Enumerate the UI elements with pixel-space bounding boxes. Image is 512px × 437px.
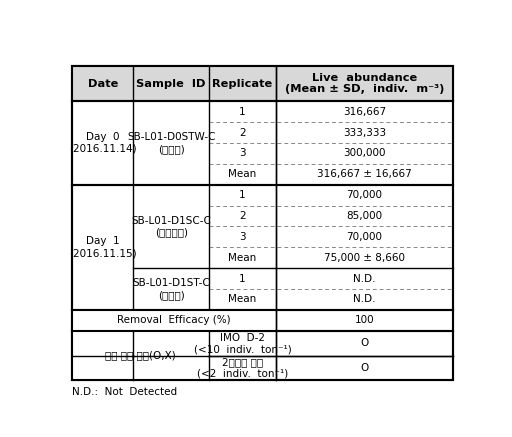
Text: Day  1
(2016.11.15): Day 1 (2016.11.15)	[69, 236, 137, 258]
Text: 2: 2	[239, 128, 246, 138]
Text: 100: 100	[355, 316, 374, 326]
Text: 316,667 ± 16,667: 316,667 ± 16,667	[317, 169, 412, 179]
Bar	[73, 311, 275, 330]
Text: 333,333: 333,333	[343, 128, 386, 138]
Text: N.D.: N.D.	[353, 295, 376, 305]
Text: SB-L01-D0STW-C
(시험수): SB-L01-D0STW-C (시험수)	[127, 132, 216, 154]
Text: Removal  Efficacy (%): Removal Efficacy (%)	[117, 316, 231, 326]
Text: Mean: Mean	[228, 253, 257, 263]
Text: SB-L01-D1SC-C
(비처리수): SB-L01-D1SC-C (비처리수)	[131, 215, 211, 237]
Text: 3: 3	[239, 149, 246, 158]
Text: 기준 만족 여부(O,X): 기준 만족 여부(O,X)	[105, 350, 176, 361]
Text: O: O	[360, 363, 369, 373]
Text: Mean: Mean	[228, 295, 257, 305]
Text: N.D.:  Not  Detected: N.D.: Not Detected	[72, 387, 177, 397]
Text: SB-L01-D1ST-C
(처리수): SB-L01-D1ST-C (처리수)	[132, 278, 210, 300]
Text: 2: 2	[239, 211, 246, 221]
Text: 2차년도 목표
(<2  indiv.  ton⁻¹): 2차년도 목표 (<2 indiv. ton⁻¹)	[197, 357, 288, 379]
Bar	[73, 332, 132, 379]
Bar	[72, 66, 453, 101]
Text: 85,000: 85,000	[347, 211, 382, 221]
Text: Sample  ID: Sample ID	[136, 79, 206, 89]
Text: IMO  D-2
(<10  indiv.  ton⁻¹): IMO D-2 (<10 indiv. ton⁻¹)	[194, 333, 291, 354]
Text: Mean: Mean	[228, 169, 257, 179]
Text: Day  0
(2016.11.14): Day 0 (2016.11.14)	[69, 132, 137, 154]
Text: Date: Date	[88, 79, 118, 89]
Text: O: O	[360, 338, 369, 348]
Text: 1: 1	[239, 190, 246, 200]
Text: 70,000: 70,000	[347, 190, 382, 200]
Text: 3: 3	[239, 232, 246, 242]
Text: 1: 1	[239, 107, 246, 117]
Text: 1: 1	[239, 274, 246, 284]
Text: N.D.: N.D.	[353, 274, 376, 284]
Text: 75,000 ± 8,660: 75,000 ± 8,660	[324, 253, 405, 263]
Text: Live  abundance
(Mean ± SD,  indiv.  m⁻³): Live abundance (Mean ± SD, indiv. m⁻³)	[285, 73, 444, 94]
Bar	[135, 332, 208, 379]
Text: 316,667: 316,667	[343, 107, 386, 117]
Text: 300,000: 300,000	[344, 149, 386, 158]
Text: 70,000: 70,000	[347, 232, 382, 242]
Text: Replicate: Replicate	[212, 79, 273, 89]
